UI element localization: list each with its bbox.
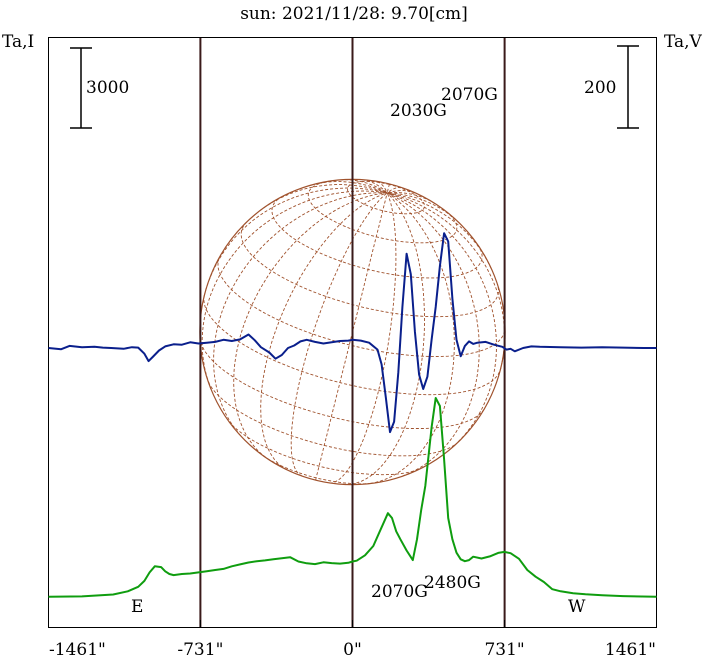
disk-grid-line — [387, 192, 461, 224]
disk-grid-line — [377, 181, 388, 194]
annotation-2070g-top: 2070G — [441, 85, 498, 105]
x-tick-label: -1461" — [49, 640, 106, 660]
series-group — [48, 232, 657, 598]
disk-grid-line — [370, 192, 455, 484]
disk-grid-line — [386, 186, 402, 194]
series-line-ta-i — [48, 397, 657, 598]
disk-grid-line — [233, 192, 388, 458]
annotation-2480g: 2480G — [424, 573, 481, 593]
disk-grid-line — [387, 192, 480, 477]
disk-grid-line — [240, 221, 499, 318]
disk-grid-line — [387, 192, 492, 269]
x-tick-label: 731" — [484, 640, 524, 660]
disk-grid-line — [339, 179, 388, 194]
disk-grid-line — [387, 192, 497, 450]
disk-grid-line — [387, 192, 436, 204]
annotation-2030g: 2030G — [390, 101, 447, 121]
series-line-ta-v — [48, 232, 657, 434]
disk-grid-line — [199, 337, 485, 429]
disk-grid-line — [217, 257, 506, 357]
disk-grid-line — [290, 192, 388, 477]
disk-grid-line — [346, 192, 425, 485]
right-scale-bar: 200 — [584, 45, 639, 129]
west-label: W — [568, 597, 586, 617]
right-axis-label: Ta,V — [664, 32, 703, 52]
disk-grid-line — [329, 192, 397, 484]
disk-grid-line — [201, 190, 388, 390]
plot-frame — [48, 37, 657, 628]
left-scale-bar-label: 3000 — [86, 78, 129, 98]
disk-grid-line — [203, 187, 388, 296]
disk-grid-line — [213, 192, 388, 437]
chart-title: sun: 2021/11/28: 9.70[cm] — [240, 4, 468, 24]
disk-grid-line — [308, 181, 388, 194]
left-axis-label: Ta,I — [2, 32, 34, 52]
east-label: E — [131, 597, 143, 617]
disk-grid-line — [208, 381, 457, 457]
x-tick-label: 0" — [343, 640, 362, 660]
disk-grid-line — [386, 183, 390, 194]
disk-grid-line — [315, 192, 388, 481]
vertical-markers — [199, 38, 506, 627]
annotation-2070g-bottom: 2070G — [371, 582, 428, 602]
disk-grid-line — [228, 420, 421, 476]
x-tick-label: -731" — [177, 640, 223, 660]
right-scale-bar-label: 200 — [584, 78, 616, 98]
solar-disk — [199, 178, 506, 486]
left-scale-bar: 3000 — [70, 47, 129, 129]
disk-grid-line — [260, 192, 388, 470]
x-axis-ticks: -1461" -731" 0" 731" 1461" — [48, 620, 657, 660]
disk-grid-line — [259, 184, 388, 212]
x-tick-label: 1461" — [605, 640, 656, 660]
